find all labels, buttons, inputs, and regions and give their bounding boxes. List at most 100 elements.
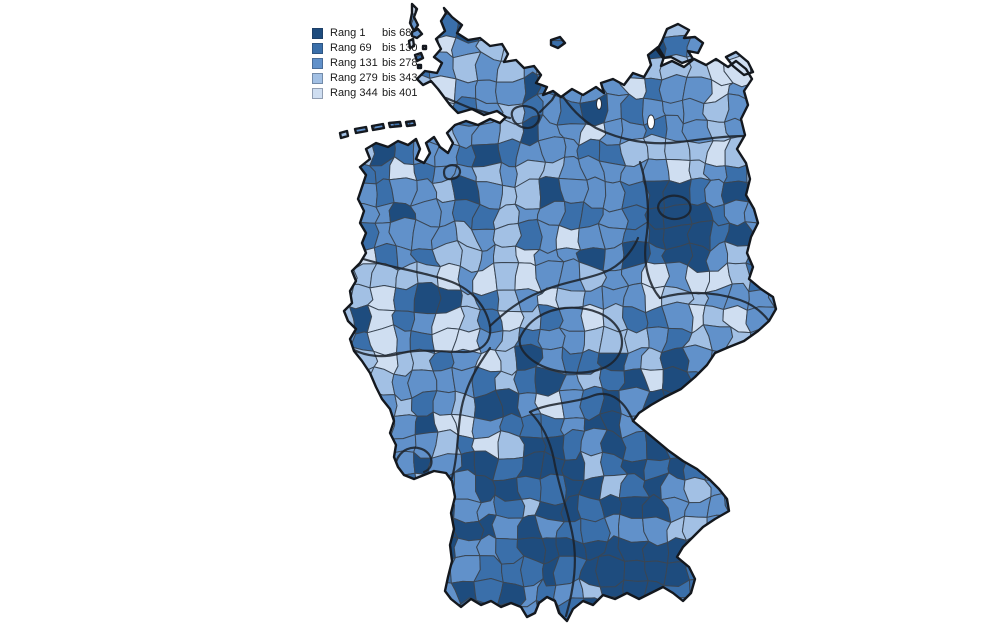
district-cell [620, 4, 648, 19]
legend-swatch-class3 [312, 57, 323, 69]
district-cell [768, 10, 776, 39]
district-cell [790, 496, 816, 519]
district-cell [539, 473, 567, 506]
district-cell [789, 141, 811, 161]
district-cell [389, 618, 421, 621]
legend-swatch-class4 [312, 72, 323, 84]
district-cell [702, 534, 729, 565]
district-cell [767, 240, 776, 271]
district-cell [340, 136, 360, 161]
district-cell [620, 622, 651, 630]
district-cell [767, 387, 776, 415]
district-cell [724, 93, 754, 124]
district-cell [368, 535, 397, 563]
state-border [658, 291, 771, 323]
district-cell [787, 453, 813, 477]
district-cell [555, 287, 586, 310]
district-cell [748, 471, 771, 503]
district-cell [767, 618, 776, 621]
legend-item: Rang 131 bis 278 [312, 57, 417, 69]
district-cell [765, 225, 776, 246]
district-cell [727, 430, 754, 456]
district-cell [767, 264, 776, 289]
district-cell [788, 287, 812, 312]
district-cell [744, 541, 776, 567]
district-cell [667, 537, 688, 564]
district-cell [340, 345, 356, 377]
district-cell [595, 554, 626, 588]
district-cell [576, 13, 604, 40]
district-cell [746, 132, 772, 166]
district-cell [685, 409, 713, 441]
district-cell [788, 388, 810, 417]
district-cell [748, 429, 776, 455]
legend-label-range: Rang 279 [330, 72, 378, 84]
district-cell [767, 324, 776, 353]
district-cell [555, 224, 582, 251]
district-cell [788, 602, 818, 624]
district-cell [392, 516, 411, 543]
district-cell [340, 198, 349, 229]
district-cell [346, 95, 377, 124]
district-cell [787, 473, 813, 502]
district-cell [471, 4, 504, 21]
district-cell [599, 15, 623, 36]
district-cell [340, 598, 354, 621]
district-cell [787, 325, 821, 352]
district-cell [745, 346, 773, 377]
district-cell [602, 623, 625, 630]
district-cell [604, 596, 626, 621]
district-cell [705, 431, 736, 456]
legend-label-range: Rang 131 [330, 57, 378, 69]
district-cell [340, 540, 356, 566]
district-cell [340, 219, 351, 252]
district-cell [520, 13, 543, 43]
district-cell [747, 80, 772, 104]
district-cell [727, 416, 752, 435]
district-cell [434, 142, 461, 168]
district-cell [560, 51, 581, 84]
district-cell [705, 556, 727, 582]
district-cell [685, 434, 713, 460]
district-cell [640, 4, 666, 19]
district-cell [642, 158, 670, 182]
district-cell [683, 534, 710, 565]
district-cell [790, 559, 813, 586]
district-cell [340, 325, 357, 355]
district-cell [772, 427, 776, 456]
district-cell [368, 494, 399, 527]
district-cell [681, 625, 711, 630]
district-cell [340, 493, 359, 524]
district-cell [369, 453, 392, 477]
district-cell [513, 366, 537, 395]
legend-swatch-class5 [312, 87, 323, 99]
state-border [528, 392, 635, 423]
district-cell [586, 626, 607, 630]
district-cell [770, 367, 776, 394]
district-cell [724, 4, 756, 21]
district-cell [790, 368, 812, 393]
district-cell [537, 327, 566, 351]
district-cell [493, 244, 520, 264]
district-cell [724, 515, 750, 543]
district-cell [768, 601, 776, 621]
district-cell [768, 515, 776, 546]
district-cell [743, 560, 776, 586]
district-cell [765, 52, 776, 84]
district-cell [340, 475, 353, 503]
district-cell [340, 4, 351, 20]
district-cell [495, 77, 527, 107]
district-cell [660, 4, 691, 19]
district-cell [644, 622, 664, 630]
district-cell [373, 95, 399, 122]
district-cell [708, 576, 732, 608]
district-cell [345, 580, 371, 609]
district-cell [793, 265, 818, 292]
district-cell [599, 387, 622, 415]
state-border [352, 256, 492, 358]
district-cell [412, 597, 437, 621]
district-cell [770, 157, 776, 187]
district-cell [729, 393, 753, 419]
district-cell [683, 392, 708, 416]
